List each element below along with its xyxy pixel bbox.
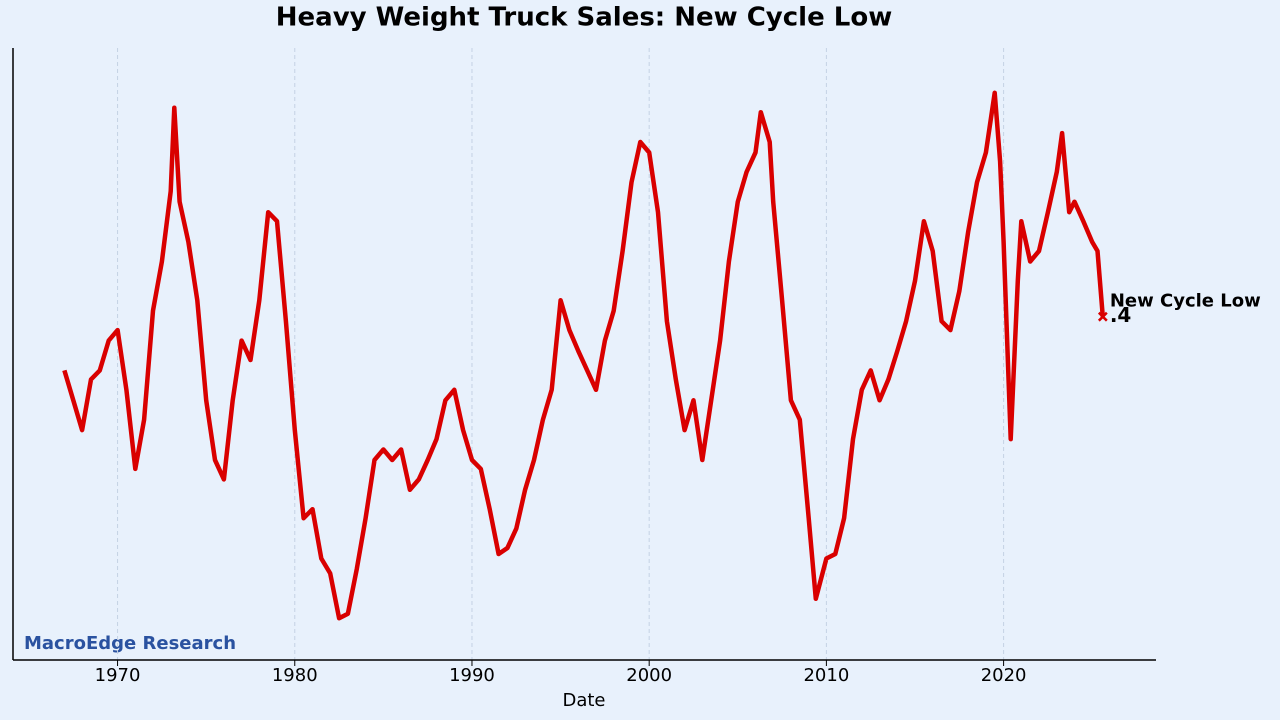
x-tick-label: 1980 [272,665,318,686]
x-tick-label: 1990 [449,665,495,686]
x-tick-label: 2000 [626,665,672,686]
data-line [62,90,1106,621]
x-tick-label: 2020 [981,665,1027,686]
value-label: .4 [1110,303,1132,327]
chart-title: Heavy Weight Truck Sales: New Cycle Low [276,3,892,33]
annotation: New Cycle Low [1110,291,1261,312]
x-tick-label: 1970 [95,665,141,686]
x-tick-label: 2010 [803,665,849,686]
watermark: MacroEdge Research [24,633,236,654]
x-axis-label: Date [562,690,605,711]
last-point-marker [1097,311,1108,322]
